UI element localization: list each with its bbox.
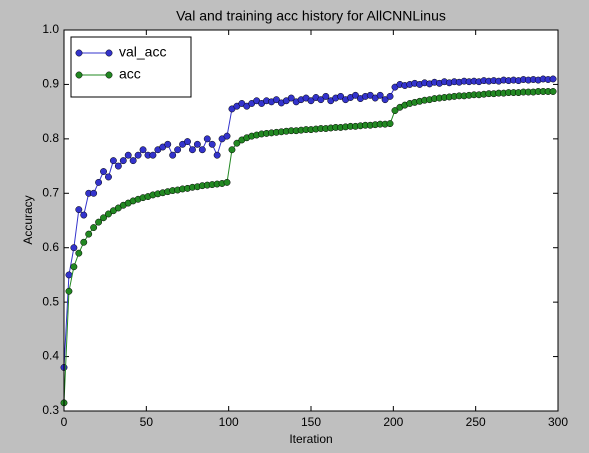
- data-point: [134, 151, 142, 159]
- data-point: [322, 92, 330, 100]
- data-point: [287, 94, 295, 102]
- plot-frame: [63, 29, 559, 412]
- data-point: [317, 96, 325, 104]
- x-tick-label: 200: [383, 415, 403, 429]
- legend-marker: [75, 49, 83, 57]
- legend-box: [70, 36, 192, 98]
- data-point: [109, 157, 117, 165]
- data-point: [149, 151, 157, 159]
- data-point: [80, 211, 88, 219]
- y-tick-label: 0.4: [42, 349, 59, 363]
- data-point: [193, 140, 201, 148]
- data-point: [174, 146, 182, 154]
- x-tick-label: 100: [219, 415, 239, 429]
- x-tick-label: 0: [61, 415, 68, 429]
- data-point: [65, 287, 73, 295]
- data-point: [139, 146, 147, 154]
- x-tick-label: 150: [301, 415, 321, 429]
- data-point: [75, 249, 83, 257]
- data-point: [223, 132, 231, 140]
- y-tick-label: 0.3: [42, 403, 59, 417]
- data-point: [549, 88, 557, 95]
- data-point: [70, 263, 78, 271]
- data-point: [90, 189, 98, 197]
- data-point: [164, 140, 172, 148]
- legend-label: val_acc: [119, 44, 166, 60]
- y-tick-label: 0.5: [42, 294, 59, 308]
- data-point: [223, 178, 231, 186]
- legend-marker: [105, 49, 113, 57]
- y-tick-label: 0.9: [42, 77, 59, 91]
- data-point: [337, 92, 345, 100]
- data-point: [119, 157, 127, 165]
- data-point: [169, 151, 177, 159]
- data-point: [386, 120, 394, 128]
- data-point: [203, 135, 211, 143]
- x-axis-label: Iteration: [289, 432, 332, 446]
- data-point: [95, 178, 103, 186]
- data-point: [233, 139, 241, 147]
- data-point: [95, 218, 103, 226]
- data-point: [386, 92, 394, 100]
- data-point: [188, 146, 196, 154]
- data-point: [376, 91, 384, 99]
- data-point: [105, 210, 112, 218]
- legend-label: acc: [119, 66, 141, 82]
- data-point: [80, 238, 88, 246]
- chart-title: Val and training acc history for AllCNNL…: [176, 8, 446, 24]
- data-point: [129, 157, 137, 165]
- y-axis-label: Accuracy: [21, 195, 35, 244]
- y-tick-label: 0.7: [42, 185, 59, 199]
- y-tick-label: 0.8: [42, 131, 59, 145]
- data-point: [90, 224, 98, 232]
- data-point: [100, 214, 107, 222]
- data-point: [105, 173, 112, 181]
- data-point: [65, 271, 73, 279]
- x-tick-label: 300: [548, 415, 568, 429]
- data-point: [114, 162, 122, 170]
- data-point: [228, 146, 236, 154]
- data-point: [124, 151, 132, 159]
- data-point: [198, 146, 206, 154]
- data-point: [352, 91, 359, 99]
- x-tick-label: 250: [466, 415, 486, 429]
- y-tick-label: 0.6: [42, 240, 59, 254]
- legend-marker: [105, 71, 113, 79]
- data-point: [549, 75, 557, 83]
- data-point: [208, 140, 216, 148]
- data-point: [272, 96, 280, 104]
- data-point: [70, 244, 78, 252]
- legend-marker: [75, 71, 83, 79]
- y-tick-label: 1.0: [42, 22, 59, 36]
- data-point: [213, 151, 221, 159]
- data-point: [307, 97, 315, 105]
- data-point: [75, 206, 83, 214]
- data-point: [184, 138, 191, 146]
- data-point: [391, 107, 399, 115]
- data-point: [85, 230, 93, 238]
- data-point: [100, 168, 107, 175]
- data-point: [381, 96, 389, 104]
- x-tick-label: 50: [140, 415, 154, 429]
